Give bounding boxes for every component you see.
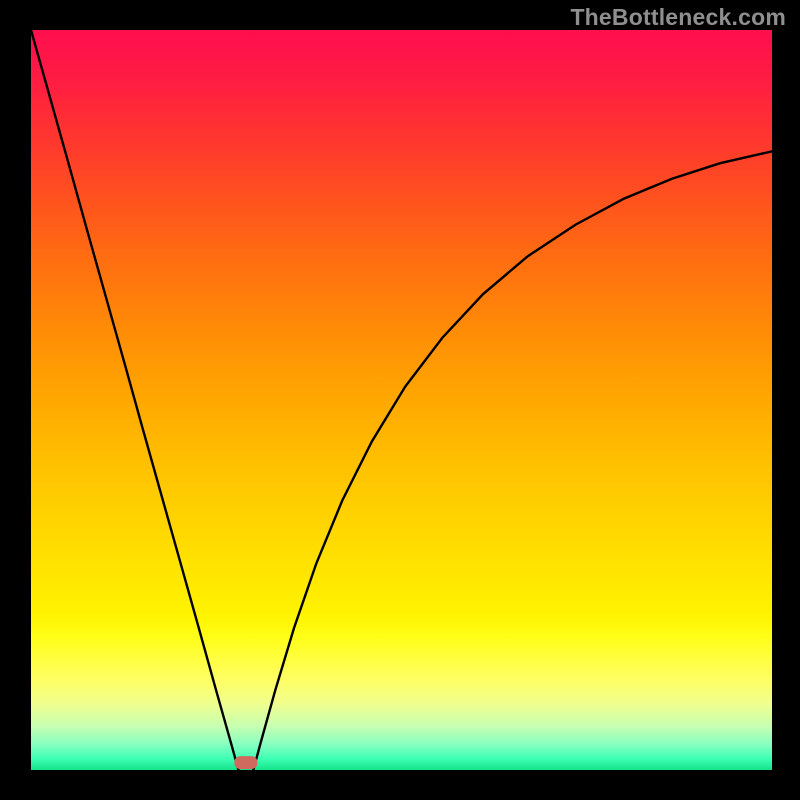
minimum-marker xyxy=(234,756,257,769)
watermark-text: TheBottleneck.com xyxy=(570,4,786,31)
chart-stage: TheBottleneck.com xyxy=(0,0,800,800)
gradient-panel xyxy=(31,30,772,770)
bottleneck-chart xyxy=(0,0,800,800)
